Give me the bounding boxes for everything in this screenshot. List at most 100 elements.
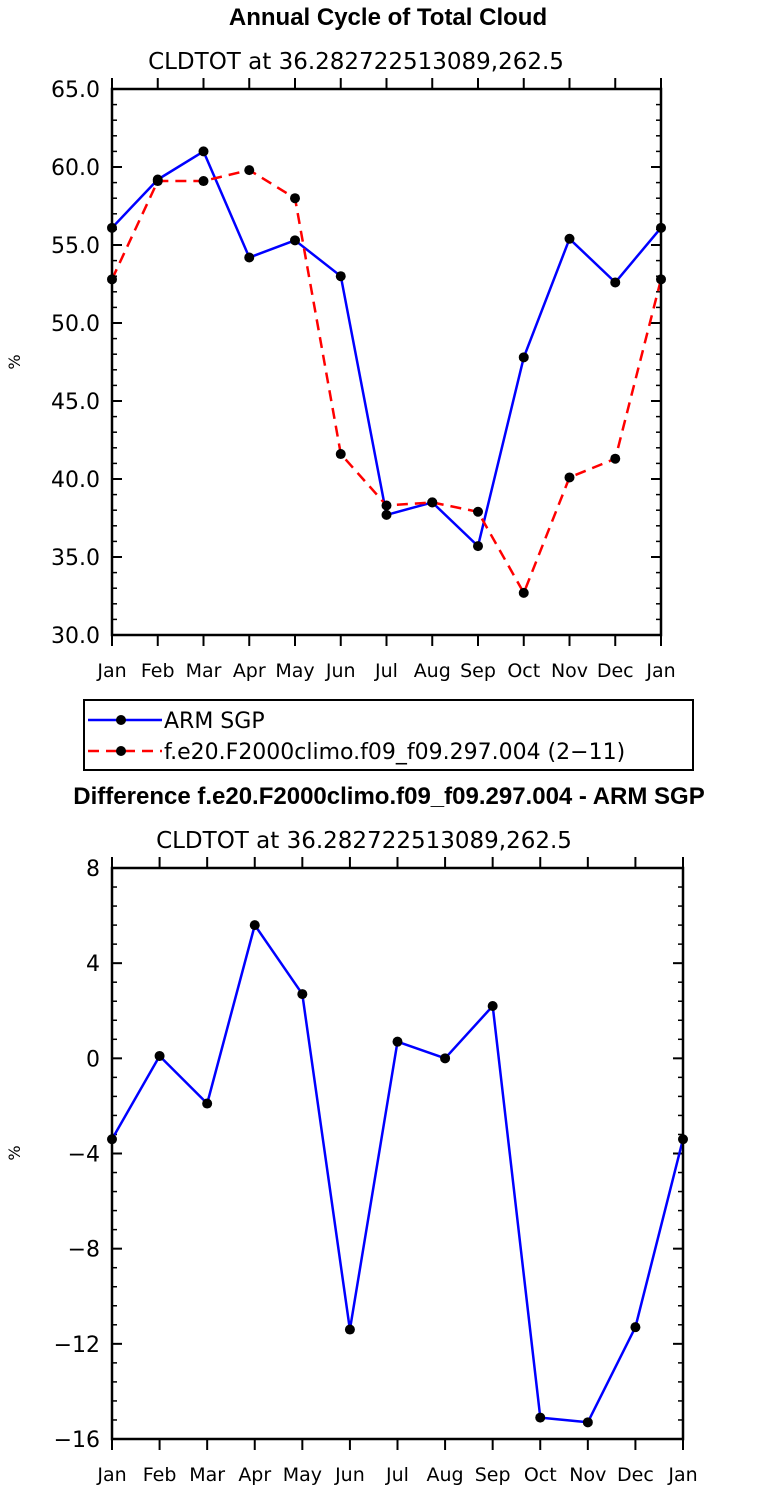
- chart1-y-tick-label: 30.0: [51, 624, 100, 649]
- chart2-x-tick-label: May: [283, 1464, 322, 1486]
- chart1-y-tick-label: 55.0: [51, 234, 100, 259]
- chart2-y-tick-label: 8: [86, 857, 100, 882]
- chart1-series-1-point: [152, 176, 163, 187]
- chart2-series-0-point: [202, 1098, 213, 1109]
- chart2-plot-frame: [110, 866, 685, 1441]
- chart2-series-0-point: [582, 1417, 593, 1428]
- chart1-x-tick-label: Jul: [374, 660, 398, 682]
- chart2-title: Difference f.e20.F2000climo.f09_f09.297.…: [73, 783, 704, 810]
- chart1-series-1-point: [427, 497, 438, 508]
- chart1-y-tick-label: 50.0: [51, 312, 100, 337]
- chart2-tick-marks: [111, 857, 684, 1450]
- chart1-series-line-0: [111, 150, 662, 548]
- chart1-series: [107, 146, 666, 598]
- chart2-y-tick-label: 4: [86, 952, 100, 977]
- chart2-x-tick-label: Aug: [427, 1464, 464, 1486]
- legend-label-model: f.e20.F2000climo.f09_f09.297.004 (2−11): [164, 740, 625, 765]
- chart2-y-tick-label: −4: [68, 1143, 100, 1168]
- chart2-series-0-point: [344, 1324, 355, 1335]
- chart2-ylabel: %: [5, 1145, 24, 1160]
- chart1-subtitle: CLDTOT at 36.282722513089,262.5: [148, 49, 564, 75]
- chart1-series-1-point: [381, 500, 392, 511]
- legend-marker-arm-sgp: [116, 715, 126, 725]
- chart1-title: Annual Cycle of Total Cloud: [229, 4, 547, 31]
- chart1-series-0-point: [610, 277, 621, 288]
- chart2-y-tick-label: −12: [54, 1333, 100, 1358]
- chart2-y-tick-label: −8: [68, 1238, 100, 1263]
- chart2-x-tick-label: Jan: [96, 1464, 126, 1486]
- chart1-series-0-point: [335, 271, 346, 282]
- chart1-x-tick-label: Oct: [507, 660, 540, 682]
- chart2-series: [107, 920, 688, 1428]
- chart1-x-tick-label: May: [275, 660, 314, 682]
- chart1-x-tick-label: Sep: [460, 660, 496, 682]
- chart1-series-1-point: [335, 449, 346, 460]
- chart1-x-tick-label: Feb: [141, 660, 175, 682]
- chart1-y-tick-label: 35.0: [51, 546, 100, 571]
- legend-box: [83, 699, 694, 771]
- annual-cycle-chart: Annual Cycle of Total Cloud CLDTOT at 36…: [5, 4, 676, 682]
- chart2-x-tick-label: Nov: [569, 1464, 606, 1486]
- chart2-x-tick-label: Dec: [617, 1464, 654, 1486]
- chart1-series-1-point: [473, 506, 483, 517]
- chart1-plot-frame: [110, 87, 663, 637]
- chart1-x-tick-label: Jan: [96, 660, 126, 682]
- chart1-y-tick-label: 40.0: [51, 468, 100, 493]
- chart2-y-tick-label: −16: [54, 1428, 100, 1453]
- chart2-series-0-point: [630, 1322, 641, 1333]
- chart2-x-tick-labels: Jan Feb Mar Apr May Jun Jul Aug Sep Oct Nov Dec Jan: [96, 1464, 697, 1486]
- chart1-series-0-point: [290, 235, 300, 246]
- chart1-y-tick-label: 45.0: [51, 390, 100, 415]
- chart2-y-tick-label: 0: [86, 1047, 100, 1072]
- chart1-x-tick-label: Jan: [645, 660, 675, 682]
- chart1-ylabel: %: [5, 354, 24, 369]
- chart1-series-1-point: [244, 165, 255, 176]
- chart2-x-tick-label: Jul: [385, 1464, 409, 1486]
- legend: ARM SGP f.e20.F2000climo.f09_f09.297.004…: [83, 699, 694, 771]
- chart2-series-0-point: [297, 989, 308, 1000]
- chart1-series-0-point: [244, 252, 255, 263]
- chart2-x-tick-label: Feb: [143, 1464, 177, 1486]
- chart1-x-tick-label: Jun: [325, 660, 356, 682]
- chart2-x-tick-label: Sep: [475, 1464, 511, 1486]
- legend-label-arm-sgp: ARM SGP: [164, 709, 265, 734]
- chart1-series-1-point: [564, 472, 575, 483]
- chart1-series-0-point: [564, 233, 575, 244]
- chart1-x-tick-labels: Jan Feb Mar Apr May Jun Jul Aug Sep Oct Nov Dec Jan: [96, 660, 675, 682]
- chart1-y-tick-label: 65.0: [51, 78, 100, 103]
- chart1-y-tick-labels: 30.0 35.0 40.0 45.0 50.0 55.0 60.0 65.0: [51, 78, 100, 649]
- chart1-y-tick-label: 60.0: [51, 156, 100, 181]
- chart1-x-tick-label: Dec: [597, 660, 634, 682]
- legend-entry-model: f.e20.F2000climo.f09_f09.297.004 (2−11): [88, 740, 625, 765]
- chart2-series-0-point: [392, 1036, 403, 1047]
- chart2-series-0-point: [487, 1000, 498, 1011]
- chart1-series-0-point: [518, 352, 529, 363]
- chart2-series-line-0: [110, 923, 685, 1424]
- chart1-x-tick-label: Apr: [233, 660, 266, 682]
- chart1-series-0-point: [198, 146, 209, 157]
- legend-entry-arm-sgp: ARM SGP: [88, 709, 265, 734]
- chart2-subtitle: CLDTOT at 36.282722513089,262.5: [156, 828, 572, 854]
- chart1-series-1-point: [290, 193, 300, 204]
- chart2-series-0-point: [154, 1050, 165, 1061]
- chart2-series-0-point: [440, 1053, 451, 1064]
- chart1-series-0-point: [381, 509, 392, 520]
- chart1-series-1-point: [518, 587, 529, 598]
- legend-marker-model: [116, 746, 126, 756]
- chart1-series-1-point: [610, 453, 621, 464]
- difference-chart: Difference f.e20.F2000climo.f09_f09.297.…: [5, 783, 705, 1486]
- chart2-x-tick-label: Apr: [238, 1464, 271, 1486]
- chart2-x-tick-label: Jan: [667, 1464, 697, 1486]
- chart2-x-tick-label: Mar: [189, 1464, 225, 1486]
- chart2-x-tick-label: Jun: [334, 1464, 365, 1486]
- chart1-x-tick-label: Nov: [551, 660, 588, 682]
- chart1-x-tick-label: Mar: [186, 660, 222, 682]
- chart1-series-1-point: [198, 176, 209, 187]
- chart1-tick-marks: [111, 78, 662, 646]
- chart1-series-line-1: [110, 168, 663, 595]
- chart2-series-0-point: [535, 1412, 546, 1423]
- chart2-x-tick-label: Oct: [524, 1464, 557, 1486]
- chart2-y-tick-labels: −16 −12 −8 −4 0 4 8: [54, 857, 100, 1453]
- chart2-series-0-point: [249, 920, 260, 931]
